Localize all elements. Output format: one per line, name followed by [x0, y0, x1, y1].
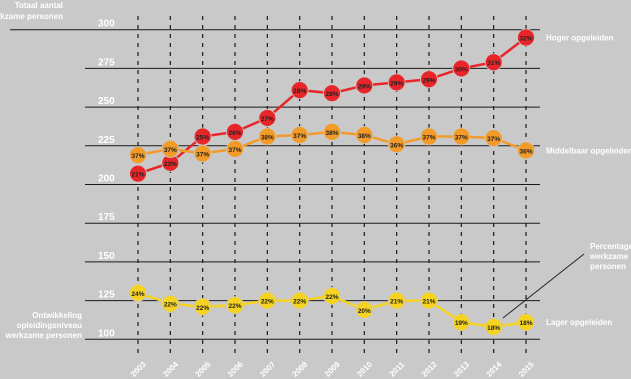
y-tick-label: 225: [98, 135, 115, 146]
x-tick-label: 2004: [161, 359, 180, 378]
y-tick-label: 250: [98, 96, 115, 107]
callout-line-1: Percentage: [590, 242, 631, 251]
data-label: 22%: [293, 299, 306, 306]
y-tick-label: 125: [98, 290, 115, 301]
x-tick-label: 2015: [517, 359, 536, 378]
x-tick-label: 2008: [291, 359, 310, 378]
data-label: 38%: [325, 130, 338, 137]
y-axis-title-line-1: Totaal aantal: [15, 1, 63, 10]
data-label: 37%: [131, 153, 144, 160]
data-label: 27%: [261, 116, 274, 123]
data-label: 29%: [422, 77, 435, 84]
data-label: 28%: [325, 91, 338, 98]
x-tick-label: 2003: [129, 359, 148, 378]
x-tick-label: 2005: [194, 359, 213, 378]
data-label: 25%: [196, 135, 209, 142]
left-note-line-2: opleidingsniveau: [17, 321, 82, 330]
x-tick-label: 2012: [420, 359, 439, 378]
data-label: 22%: [228, 303, 241, 310]
data-label: 31%: [487, 60, 500, 67]
data-label: 21%: [390, 299, 403, 306]
left-note-line-3: werkzame personen: [5, 331, 83, 340]
data-label: 36%: [519, 148, 532, 155]
y-axis-title-line-2: werkzame personen: [0, 12, 63, 21]
data-label: 32%: [519, 35, 532, 42]
y-tick-label: 300: [98, 19, 115, 30]
data-label: 36%: [390, 142, 403, 149]
y-tick-label: 275: [98, 57, 115, 68]
data-label: 37%: [422, 135, 435, 142]
series-layer: [130, 29, 535, 335]
y-tick-label: 200: [98, 174, 115, 185]
series-end-label: Lager opgeleiden: [546, 318, 612, 327]
data-label: 28%: [293, 88, 306, 95]
data-label: 37%: [293, 133, 306, 140]
data-label: 24%: [131, 291, 144, 298]
data-label: 37%: [455, 135, 468, 142]
data-label: 18%: [519, 320, 532, 327]
x-tick-label: 2010: [355, 359, 374, 378]
data-label: 37%: [164, 147, 177, 154]
data-label: 22%: [261, 299, 274, 306]
x-tick-label: 2006: [226, 359, 245, 378]
x-tick-label: 2007: [258, 359, 277, 378]
data-label: 29%: [390, 80, 403, 87]
data-label: 19%: [455, 320, 468, 327]
data-label: 23%: [164, 161, 177, 168]
data-label: 18%: [487, 325, 500, 332]
x-tick-label: 2009: [323, 359, 342, 378]
y-tick-label: 175: [98, 212, 115, 223]
x-tick-label: 2011: [388, 360, 407, 379]
data-label: 21%: [422, 299, 435, 306]
callout-line-2: werkzame: [589, 252, 629, 261]
y-tick-label: 150: [98, 251, 115, 262]
data-label: 37%: [487, 136, 500, 143]
data-label: 37%: [196, 152, 209, 159]
data-label: 38%: [261, 135, 274, 142]
data-label: 26%: [228, 130, 241, 137]
data-label: 21%: [131, 172, 144, 179]
data-label: 22%: [325, 294, 338, 301]
left-note-line-1: Ontwikkeling: [32, 311, 82, 320]
data-label: 30%: [455, 66, 468, 73]
labels-layer: 21% 23% 25% 26% 27% 28% 28% 29% 29% 29% 30% 31% 32% H…: [131, 33, 631, 331]
callout-line-3: personen: [590, 262, 626, 271]
data-label: 37%: [228, 147, 241, 154]
data-label: 20%: [358, 308, 371, 315]
data-label: 38%: [358, 133, 371, 140]
data-label: 22%: [164, 302, 177, 309]
data-label: 22%: [196, 305, 209, 312]
series-end-label: Middelbaar opgeleiden: [546, 146, 631, 155]
callout-line: [503, 254, 584, 318]
data-label: 29%: [358, 83, 371, 90]
x-tick-label: 2014: [485, 359, 504, 378]
series-end-label: Hoger opgeleiden: [546, 33, 614, 42]
y-tick-label: 100: [98, 328, 115, 339]
x-tick-label: 2013: [452, 359, 471, 378]
